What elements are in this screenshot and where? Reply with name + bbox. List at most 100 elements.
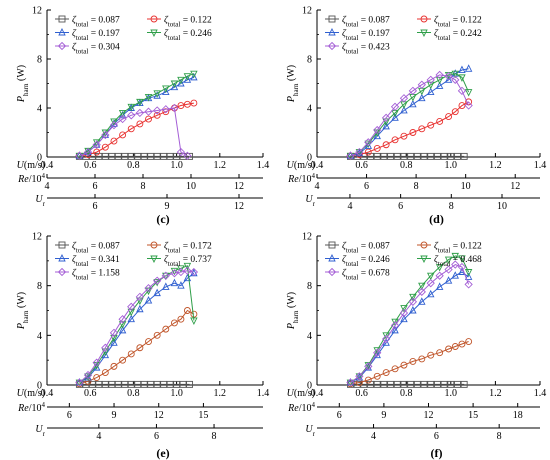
legend-entry-1: ζtotal = 0.087: [72, 15, 120, 29]
legend-marker: [58, 27, 66, 36]
data-point: [92, 140, 101, 149]
x-tick-label: 8: [449, 201, 454, 212]
legend-entry-1: ζtotal = 0.087: [342, 241, 390, 255]
x-tick-label: 1.4: [257, 160, 270, 171]
data-point: [101, 130, 110, 140]
y-tick-label: 0: [307, 381, 312, 392]
legend-entry-2: ζtotal = 0.122: [164, 15, 212, 29]
legend-entry-5: ζtotal = 1.158: [72, 268, 120, 282]
legend-entry-4: ζtotal = 0.468: [434, 254, 482, 268]
data-point: [427, 272, 435, 281]
y-axis-label: Pharn (W): [286, 65, 300, 103]
data-point: [190, 70, 198, 79]
data-point: [136, 98, 144, 107]
data-point: [451, 260, 460, 269]
x-tick-label: 8: [414, 181, 419, 192]
data-point: [364, 148, 372, 156]
data-point: [177, 265, 185, 273]
data-point: [400, 132, 408, 140]
x-axis-label-2: Re/104: [17, 401, 45, 414]
data-point: [135, 292, 145, 301]
x-axis-label-2: Re/104: [287, 172, 315, 185]
data-point: [373, 372, 381, 380]
legend-entry-2: ζtotal = 0.172: [164, 241, 212, 255]
x-axis-label-3: Ur: [305, 424, 315, 438]
series-line-2: [350, 101, 469, 157]
data-point: [400, 105, 408, 114]
data-point: [373, 348, 382, 357]
data-point: [173, 380, 181, 388]
data-point: [140, 152, 148, 160]
x-tick-label: 6: [154, 431, 159, 442]
data-point: [177, 78, 185, 87]
data-point: [427, 87, 435, 96]
y-tick-label: 12: [302, 6, 312, 17]
data-point: [436, 349, 444, 357]
x-tick-label: 9: [165, 201, 170, 212]
data-point: [400, 305, 408, 313]
data-point: [162, 85, 170, 93]
y-tick-label: 4: [37, 104, 42, 115]
data-point: [162, 108, 170, 116]
data-point: [177, 281, 185, 289]
x-axis-label-1: U(m/s): [287, 160, 315, 171]
x-tick-label: 6: [434, 431, 439, 442]
data-point: [127, 152, 135, 160]
data-point: [391, 113, 399, 121]
x-tick-label: 12: [234, 181, 244, 192]
x-tick-label: 10: [497, 201, 507, 212]
data-point: [417, 80, 426, 89]
data-point: [427, 81, 435, 90]
x-tick-label: 18: [513, 410, 523, 421]
panel-label: (e): [156, 446, 169, 460]
data-point: [95, 380, 103, 388]
data-point: [183, 75, 192, 83]
legend-marker: [328, 241, 336, 249]
legend-entry-3: ζtotal = 0.341: [72, 254, 120, 268]
x-axis-label-3: Ur: [305, 194, 315, 208]
data-point: [367, 152, 374, 160]
x-tick-label: 8: [497, 431, 502, 442]
data-point: [109, 121, 119, 130]
legend-marker: [58, 253, 66, 262]
x-tick-label: 4: [347, 201, 352, 212]
data-point: [346, 378, 355, 387]
legend-marker: [150, 255, 158, 264]
data-point: [127, 103, 135, 112]
data-point: [114, 380, 122, 388]
x-tick-label: 1.4: [534, 160, 547, 171]
legend-entry-4: ζtotal = 0.242: [434, 28, 482, 42]
data-point: [458, 65, 466, 73]
data-point: [136, 297, 144, 306]
data-point: [170, 80, 179, 89]
data-point: [136, 120, 144, 128]
data-point: [444, 265, 453, 274]
data-point: [391, 365, 399, 373]
legend-entry-1: ζtotal = 0.087: [72, 241, 120, 255]
data-point: [145, 338, 152, 345]
data-point: [440, 152, 448, 160]
data-point: [135, 108, 145, 118]
legend-marker: [420, 15, 428, 23]
data-point: [162, 282, 170, 290]
data-point: [426, 75, 435, 84]
data-point: [464, 89, 473, 97]
data-point: [464, 280, 473, 289]
data-point: [464, 269, 473, 277]
x-axis-label-3: Ur: [35, 194, 45, 208]
data-point: [445, 345, 453, 353]
data-point: [447, 152, 455, 160]
data-point: [464, 272, 473, 280]
data-point: [457, 262, 467, 272]
y-tick-label: 12: [32, 232, 42, 243]
x-tick-label: 6: [337, 410, 342, 421]
data-point: [144, 107, 153, 116]
data-point: [364, 376, 372, 384]
y-axis-label: Pharn (W): [16, 292, 30, 330]
series-line-4: [350, 73, 470, 157]
data-point: [170, 269, 179, 278]
data-point: [136, 304, 144, 313]
x-tick-label: 10: [461, 181, 471, 192]
data-point: [118, 315, 127, 324]
